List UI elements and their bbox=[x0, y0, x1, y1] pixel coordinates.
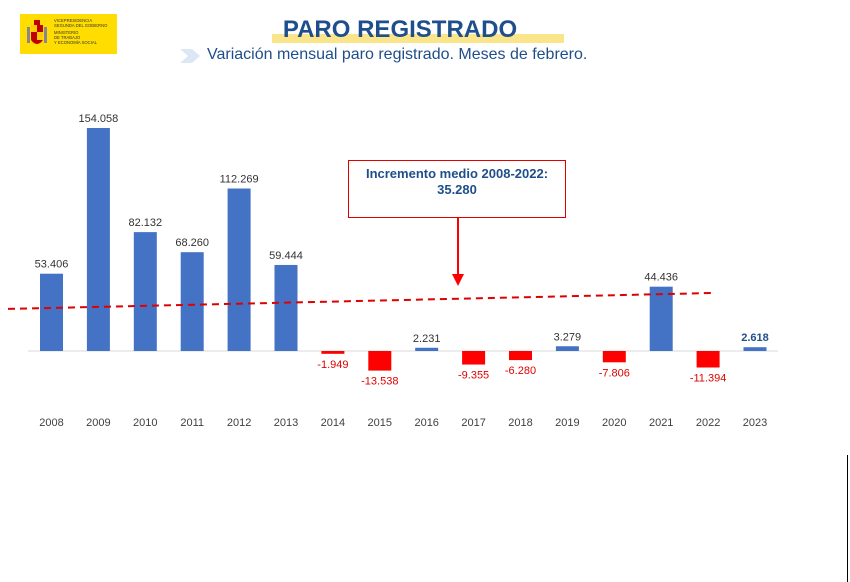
chevron-right-icon bbox=[180, 49, 200, 63]
bar-2013 bbox=[274, 264, 298, 351]
bar-2017 bbox=[462, 351, 486, 365]
x-tick-label-2020: 2020 bbox=[602, 417, 626, 429]
x-tick-label-2009: 2009 bbox=[86, 417, 110, 429]
data-label-2020: -7.806 bbox=[599, 367, 630, 379]
data-label-2015: -13.538 bbox=[361, 376, 398, 388]
x-tick-label-2021: 2021 bbox=[649, 417, 673, 429]
bar-2020 bbox=[602, 351, 626, 363]
x-tick-label-2010: 2010 bbox=[133, 417, 157, 429]
data-label-2008: 53.406 bbox=[35, 259, 69, 271]
page-title: PARO REGISTRADO bbox=[282, 16, 518, 43]
x-tick-label-2008: 2008 bbox=[39, 417, 63, 429]
data-label-2014: -1.949 bbox=[317, 359, 348, 371]
data-label-2017: -9.355 bbox=[458, 370, 489, 382]
x-tick-label-2017: 2017 bbox=[461, 417, 485, 429]
x-tick-label-2019: 2019 bbox=[555, 417, 579, 429]
bar-2016 bbox=[415, 347, 439, 351]
bar-2021 bbox=[649, 286, 673, 351]
x-tick-label-2022: 2022 bbox=[696, 417, 720, 429]
data-label-2010: 82.132 bbox=[128, 217, 162, 229]
bar-2023 bbox=[743, 347, 767, 351]
data-label-2019: 3.279 bbox=[554, 331, 582, 343]
bar-2019 bbox=[555, 346, 579, 351]
bar-2011 bbox=[180, 252, 204, 351]
bar-2014 bbox=[321, 351, 345, 354]
ministry-name: VICEPRESIDENCIA SEGUNDA DEL GOBIERNO MIN… bbox=[54, 18, 108, 45]
data-label-2022: -11.394 bbox=[690, 372, 727, 384]
data-label-2021: 44.436 bbox=[644, 272, 678, 284]
bar-2012 bbox=[227, 188, 251, 351]
callout-label: Incremento medio 2008-2022: bbox=[365, 166, 549, 181]
data-label-2009: 154.058 bbox=[79, 113, 119, 125]
x-tick-label-2014: 2014 bbox=[321, 417, 345, 429]
government-logo: VICEPRESIDENCIA SEGUNDA DEL GOBIERNO MIN… bbox=[20, 14, 117, 54]
bar-2022 bbox=[696, 351, 720, 368]
data-label-2011: 68.260 bbox=[175, 237, 209, 249]
data-label-2018: -6.280 bbox=[505, 365, 536, 377]
coat-of-arms-icon bbox=[27, 20, 47, 44]
x-tick-label-2023: 2023 bbox=[743, 417, 767, 429]
title-highlight bbox=[272, 34, 564, 43]
x-tick-label-2011: 2011 bbox=[180, 417, 204, 429]
x-tick-label-2018: 2018 bbox=[508, 417, 532, 429]
average-callout: Incremento medio 2008-2022: 35.280 bbox=[348, 160, 566, 218]
bar-2015 bbox=[368, 351, 392, 371]
page-subtitle: Variación mensual paro registrado. Meses… bbox=[207, 46, 588, 63]
average-line bbox=[7, 291, 716, 310]
x-tick-label-2016: 2016 bbox=[414, 417, 438, 429]
x-tick-label-2012: 2012 bbox=[227, 417, 251, 429]
data-label-2016: 2.231 bbox=[413, 333, 441, 345]
data-label-2013: 59.444 bbox=[269, 250, 303, 262]
x-tick-label-2015: 2015 bbox=[368, 417, 392, 429]
bar-2008 bbox=[40, 273, 63, 351]
x-tick-label-2013: 2013 bbox=[274, 417, 298, 429]
data-label-2012: 112.269 bbox=[220, 173, 259, 185]
bar-2018 bbox=[509, 351, 532, 361]
bar-2009 bbox=[86, 128, 110, 351]
data-label-2023: 2.618 bbox=[741, 332, 769, 344]
callout-arrow-head-icon bbox=[452, 274, 464, 286]
edge-divider bbox=[847, 455, 848, 582]
callout-value: 35.280 bbox=[437, 182, 477, 197]
bar-2010 bbox=[133, 232, 157, 351]
